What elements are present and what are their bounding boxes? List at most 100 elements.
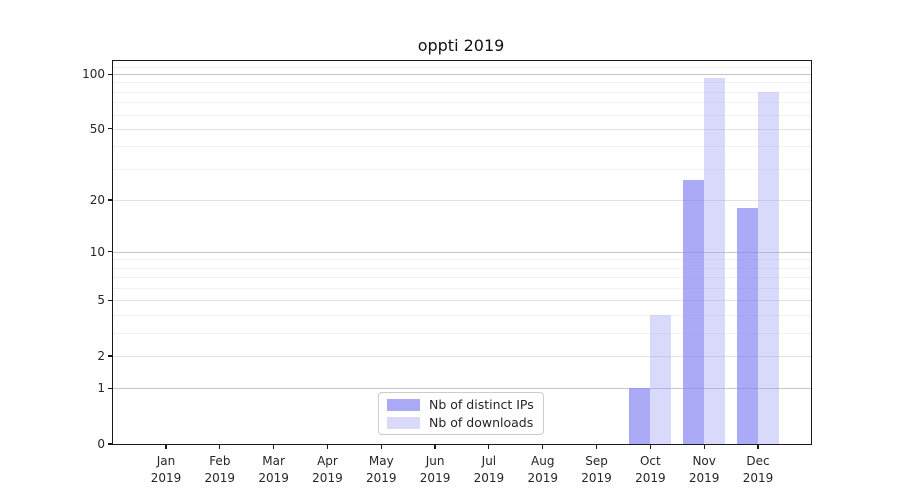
- y-minor-gridline: [113, 277, 811, 279]
- y-tick-label: 0: [97, 437, 105, 451]
- x-tick-mark: [273, 444, 275, 449]
- y-minor-gridline: [113, 91, 811, 93]
- x-tick-label-month: Feb: [209, 454, 231, 468]
- x-tick-mark: [488, 444, 490, 449]
- y-major-gridline: [113, 300, 811, 302]
- x-tick-mark: [165, 444, 167, 449]
- y-tick-mark: [108, 355, 113, 357]
- y-tick-label: 5: [97, 293, 105, 308]
- y-minor-gridline: [113, 102, 811, 104]
- y-tick-label: 10: [89, 244, 105, 259]
- y-minor-gridline: [113, 259, 811, 261]
- x-tick-mark: [649, 444, 651, 449]
- x-tick-label-year: 2019: [419, 471, 451, 485]
- legend: Nb of distinct IPs Nb of downloads: [378, 392, 544, 435]
- y-major-gridline: [113, 128, 811, 130]
- x-tick-label: May 2019: [351, 453, 411, 487]
- y-tick-mark: [108, 387, 113, 390]
- x-tick-label: Dec 2019: [728, 453, 788, 487]
- x-tick-label-year: 2019: [635, 471, 666, 485]
- x-tick-label-month: Aug: [531, 454, 555, 468]
- x-tick-mark: [219, 444, 221, 449]
- legend-entry-distinct-ips: Nb of distinct IPs: [387, 397, 535, 412]
- x-tick-label-year: 2019: [527, 471, 558, 485]
- legend-entry-downloads: Nb of downloads: [387, 415, 535, 430]
- x-tick-label-month: Nov: [692, 454, 716, 468]
- y-tick-mark: [108, 299, 113, 301]
- y-major-gridline: [113, 251, 811, 253]
- x-tick-label: Nov 2019: [674, 453, 734, 487]
- legend-label-downloads: Nb of downloads: [429, 415, 534, 430]
- y-minor-gridline: [113, 267, 811, 269]
- y-minor-gridline: [113, 114, 811, 116]
- x-tick-label: Oct 2019: [620, 453, 680, 487]
- x-tick-label: Apr 2019: [297, 453, 357, 487]
- x-tick-label-year: 2019: [258, 471, 289, 485]
- y-tick-mark: [108, 73, 113, 75]
- chart-title: oppti 2019: [417, 36, 505, 55]
- plot-area: Nb of distinct IPs Nb of downloads 0 1 2 5 1…: [82, 60, 812, 485]
- x-tick-label-year: 2019: [473, 471, 505, 485]
- bar-downloads: [758, 91, 779, 444]
- x-tick-label-year: 2019: [742, 471, 774, 485]
- x-tick-mark: [542, 444, 544, 449]
- x-tick-label: Aug 2019: [513, 453, 573, 487]
- y-minor-gridline: [113, 168, 811, 170]
- bar-distinct-ips: [683, 179, 705, 444]
- x-tick-label: Jul 2019: [459, 453, 519, 487]
- x-tick-label-month: Dec: [746, 454, 770, 468]
- y-tick-label: 50: [89, 121, 105, 136]
- x-tick-label: Jun 2019: [405, 453, 465, 487]
- y-tick-mark: [108, 443, 113, 445]
- x-tick-mark: [757, 444, 759, 449]
- x-tick-label-month: Apr: [317, 454, 338, 468]
- bar-downloads: [704, 78, 726, 444]
- x-tick-mark: [380, 444, 382, 449]
- x-tick-label-month: Oct: [639, 454, 661, 468]
- legend-swatch-distinct-ips: [387, 398, 420, 411]
- x-tick-mark: [595, 444, 598, 449]
- x-tick-label: Jan 2019: [136, 453, 196, 487]
- y-minor-gridline: [113, 146, 811, 148]
- bar-downloads: [650, 315, 672, 444]
- y-minor-gridline: [113, 82, 811, 84]
- y-tick-mark: [108, 128, 113, 130]
- x-tick-label-month: Jul: [481, 454, 497, 468]
- legend-swatch-downloads: [387, 416, 420, 429]
- x-tick-label-month: Mar: [262, 454, 285, 468]
- y-tick-label: 2: [97, 348, 105, 363]
- x-tick-label-month: Jun: [425, 454, 445, 468]
- y-tick-label: 100: [82, 67, 105, 82]
- y-major-gridline: [113, 74, 811, 76]
- x-tick-label: Mar 2019: [244, 453, 304, 487]
- y-minor-gridline: [113, 288, 811, 290]
- x-tick-mark: [326, 444, 329, 449]
- x-tick-label-year: 2019: [365, 471, 397, 485]
- x-tick-label-year: 2019: [312, 471, 343, 485]
- x-tick-label-year: 2019: [688, 471, 720, 485]
- legend-label-distinct-ips: Nb of distinct IPs: [429, 397, 534, 412]
- x-tick-label: Feb 2019: [190, 453, 250, 487]
- x-tick-label-year: 2019: [581, 471, 612, 485]
- y-tick-mark: [108, 251, 113, 253]
- y-tick-label: 20: [89, 193, 105, 207]
- x-tick-label-year: 2019: [150, 471, 182, 485]
- y-major-gridline: [113, 200, 811, 201]
- y-major-gridline: [113, 388, 811, 390]
- y-minor-gridline: [113, 315, 811, 317]
- y-tick-mark: [108, 199, 113, 201]
- x-tick-label: Sep 2019: [567, 453, 627, 487]
- y-minor-gridline: [113, 332, 811, 334]
- y-major-gridline: [113, 355, 811, 357]
- x-tick-label-year: 2019: [204, 471, 236, 485]
- y-minor-gridline: [113, 66, 811, 68]
- bar-distinct-ips: [629, 388, 651, 444]
- x-tick-label-month: Jan: [156, 454, 176, 468]
- x-tick-mark: [703, 444, 705, 449]
- x-tick-label-month: May: [368, 454, 394, 468]
- bar-distinct-ips: [737, 208, 758, 444]
- x-tick-mark: [434, 444, 436, 449]
- x-tick-label-month: Sep: [585, 454, 608, 468]
- y-tick-label: 1: [97, 381, 105, 396]
